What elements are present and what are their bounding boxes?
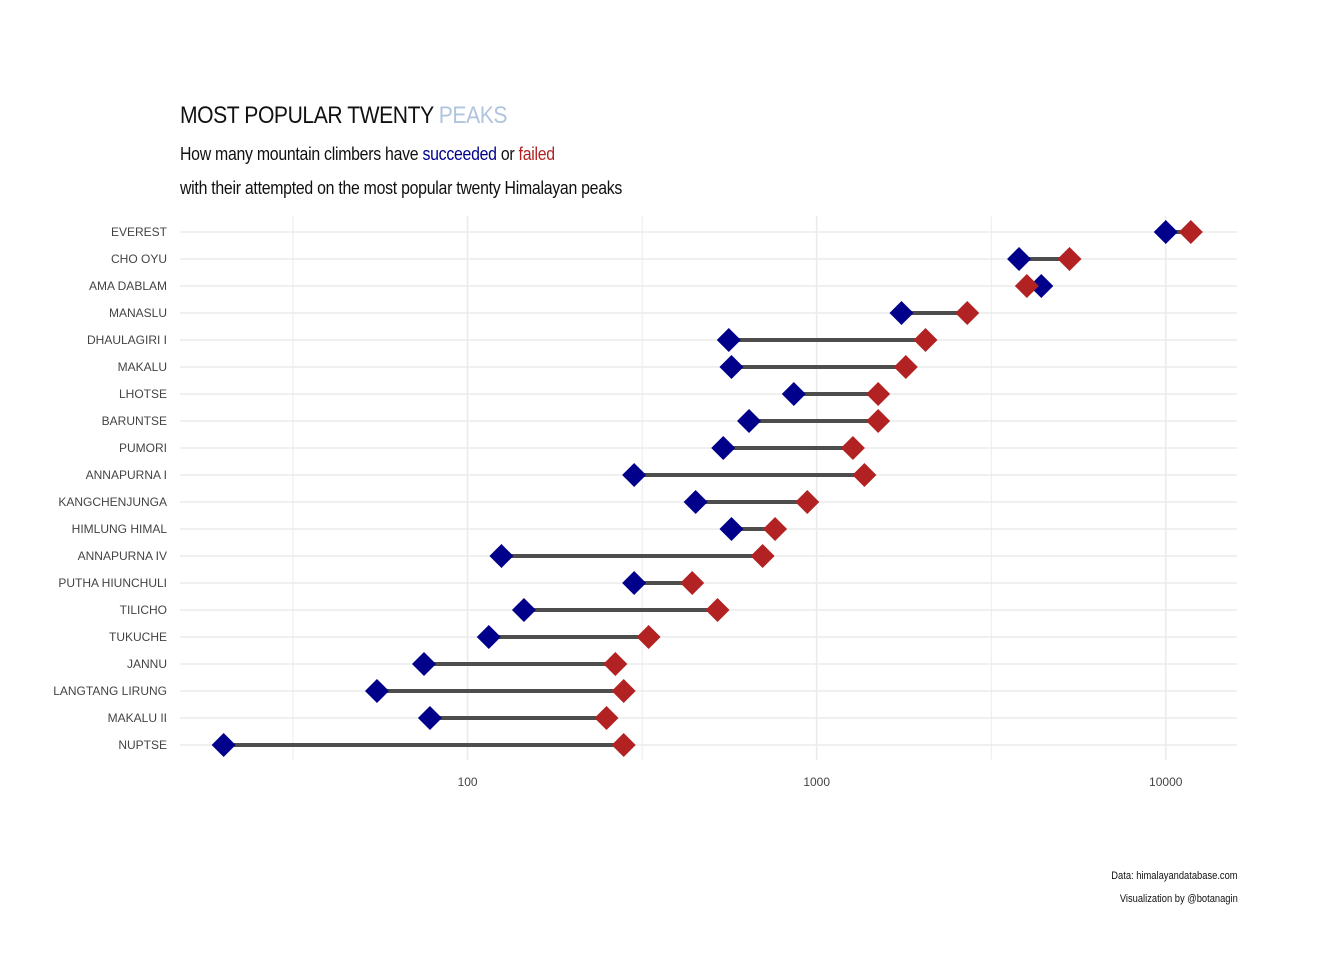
y-tick-label: EVEREST [111,225,168,239]
x-tick-label: 100 [458,775,478,789]
succeeded-point [211,733,236,757]
failed-point [795,490,820,514]
y-tick-label: AMA DABLAM [89,279,167,293]
y-tick-label: ANNAPURNA IV [78,549,167,563]
failed-point [893,355,918,379]
failed-point [750,544,775,568]
succeeded-point [476,625,501,649]
subtitle-succeeded: succeeded [422,144,497,164]
succeeded-point [711,436,736,460]
y-tick-label: JANNU [127,657,167,671]
failed-point [594,706,619,730]
succeeded-point [622,463,647,487]
caption-data-source: Data: himalayandatabase.com [1111,870,1238,882]
y-tick-label: BARUNTSE [102,414,167,428]
failed-point [866,382,891,406]
caption-author: Visualization by @botanagin [1120,893,1238,905]
succeeded-point [683,490,708,514]
succeeded-point [489,544,514,568]
succeeded-point [417,706,442,730]
x-tick-label: 10000 [1149,775,1183,789]
y-tick-label: NUPTSE [118,738,167,752]
succeeded-point [719,355,744,379]
succeeded-point [719,517,744,541]
failed-point [611,733,636,757]
failed-point [680,571,705,595]
y-tick-label: MAKALU [118,360,167,374]
chart-subtitle-line1: How many mountain climbers have succeede… [180,144,555,165]
failed-point [840,436,865,460]
y-tick-label: KANGCHENJUNGA [58,495,167,509]
failed-point [705,598,730,622]
failed-point [913,328,938,352]
failed-point [636,625,661,649]
y-tick-label: TUKUCHE [109,630,167,644]
y-tick-label: MANASLU [109,306,167,320]
subtitle-or: or [500,144,515,164]
failed-point [763,517,788,541]
succeeded-point [511,598,536,622]
failed-point [955,301,980,325]
y-tick-label: MAKALU II [108,711,167,725]
y-tick-label: PUMORI [119,441,167,455]
y-tick-label: DHAULAGIRI I [87,333,167,347]
subtitle-prefix: How many mountain climbers have [180,144,419,164]
succeeded-point [1007,247,1032,271]
succeeded-point [716,328,741,352]
chart-title-accent: PEAKS [438,102,508,129]
failed-point [603,652,628,676]
y-tick-label: LANGTANG LIRUNG [53,684,167,698]
succeeded-point [889,301,914,325]
failed-point [1178,220,1203,244]
failed-point [1057,247,1082,271]
succeeded-point [622,571,647,595]
succeeded-point [411,652,436,676]
chart-title-main: MOST POPULAR TWENTY [180,102,434,129]
failed-point [866,409,891,433]
y-tick-label: HIMLUNG HIMAL [72,522,168,536]
failed-point [852,463,877,487]
succeeded-point [737,409,762,433]
chart-title: MOST POPULAR TWENTY PEAKS [180,102,507,130]
x-tick-label: 1000 [803,775,830,789]
chart-subtitle-line2: with their attempted on the most popular… [180,178,623,198]
succeeded-point [1029,274,1054,298]
y-tick-label: TILICHO [120,603,167,617]
failed-point [1014,274,1039,298]
y-tick-label: ANNAPURNA I [86,468,167,482]
y-tick-label: CHO OYU [111,252,167,266]
failed-point [611,679,636,703]
succeeded-point [1153,220,1178,244]
subtitle-failed: failed [518,144,556,164]
y-tick-label: LHOTSE [119,387,167,401]
succeeded-point [364,679,389,703]
succeeded-point [781,382,806,406]
y-tick-label: PUTHA HIUNCHULI [58,576,167,590]
